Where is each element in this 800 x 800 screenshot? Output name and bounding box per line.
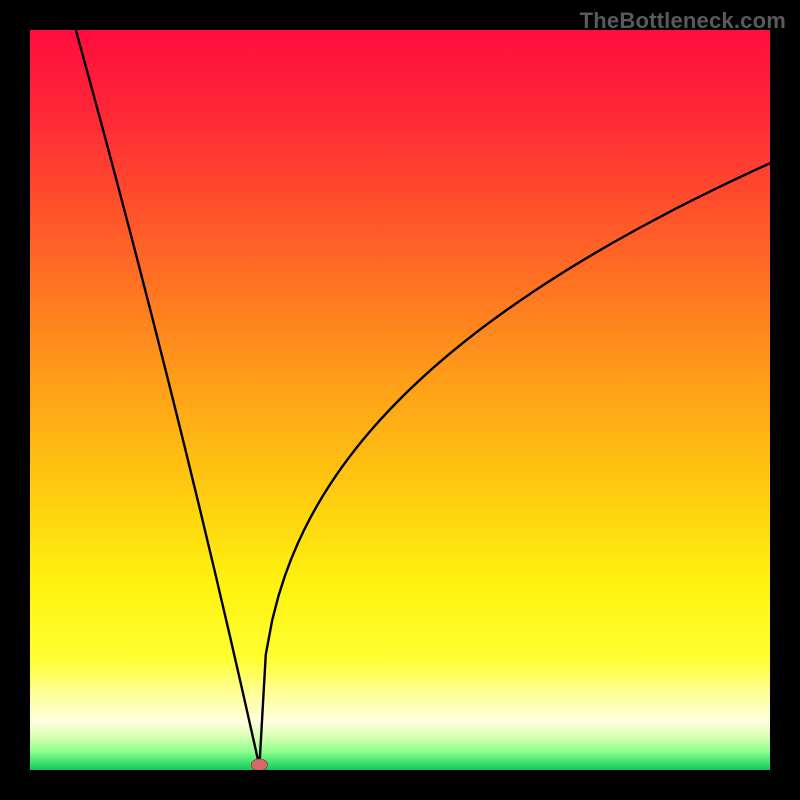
minimum-marker	[251, 759, 267, 770]
watermark-text: TheBottleneck.com	[580, 8, 786, 34]
chart-container: TheBottleneck.com	[0, 0, 800, 800]
plot-area	[30, 30, 770, 770]
bottleneck-curve	[30, 30, 770, 770]
